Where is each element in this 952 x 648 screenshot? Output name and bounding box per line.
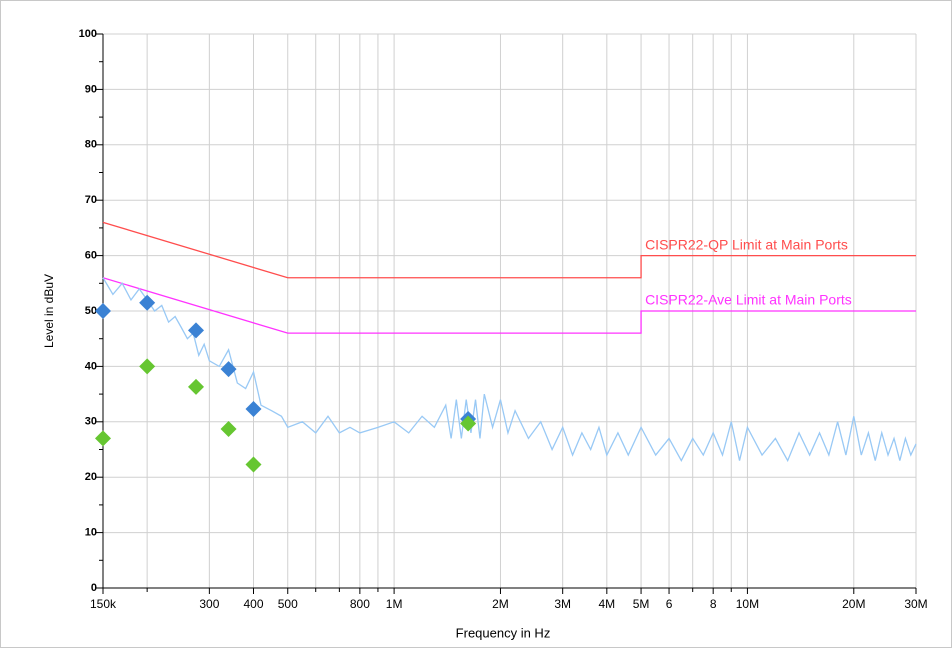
x-tick-label: 800 (350, 597, 370, 611)
y-tick-label: 70 (85, 194, 97, 206)
y-tick-label: 0 (91, 582, 97, 594)
y-tick-label: 90 (85, 83, 97, 95)
x-axis-label: Frequency in Hz (456, 625, 551, 640)
y-tick-label: 60 (85, 250, 97, 262)
diamond-marker (245, 456, 262, 473)
y-axis-label: Level in dBuV (42, 274, 56, 348)
series-line (102, 221, 916, 279)
diamond-marker (139, 294, 156, 311)
x-tick-label: 300 (199, 597, 219, 611)
x-tick-label: 10M (736, 597, 759, 611)
y-tick-label: 100 (79, 28, 97, 40)
x-tick-label: 400 (243, 597, 263, 611)
y-tick-label: 40 (85, 360, 97, 372)
series-label: CISPR22-QP Limit at Main Ports (645, 236, 848, 252)
diamond-marker (245, 401, 262, 418)
diamond-marker (188, 322, 205, 339)
series-line (102, 277, 917, 463)
x-tick-label: 8 (710, 597, 717, 611)
diamond-marker (95, 303, 111, 319)
x-tick-label: 30M (904, 597, 927, 611)
diamond-marker (95, 430, 111, 447)
x-tick-label: 20M (842, 597, 865, 611)
diamond-marker (220, 361, 237, 378)
diamond-marker (220, 421, 237, 438)
x-tick-label: 4M (598, 597, 615, 611)
series-line (102, 277, 916, 334)
x-tick-label: 3M (554, 597, 571, 611)
x-tick-label: 5M (633, 597, 650, 611)
x-tick-label: 150k (90, 597, 117, 611)
x-tick-label: 6 (666, 597, 673, 611)
y-tick-label: 80 (85, 139, 97, 151)
series-label: CISPR22-Ave Limit at Main Ports (645, 292, 852, 308)
y-tick-label: 20 (85, 471, 97, 483)
y-tick-label: 50 (85, 305, 97, 317)
diamond-marker (460, 415, 477, 432)
diamond-marker (139, 358, 156, 375)
x-tick-label: 2M (492, 597, 509, 611)
y-tick-label: 30 (85, 416, 97, 428)
y-tick-label: 10 (85, 527, 97, 539)
x-tick-label: 1M (386, 597, 403, 611)
diamond-marker (188, 378, 205, 395)
x-tick-label: 500 (278, 597, 298, 611)
